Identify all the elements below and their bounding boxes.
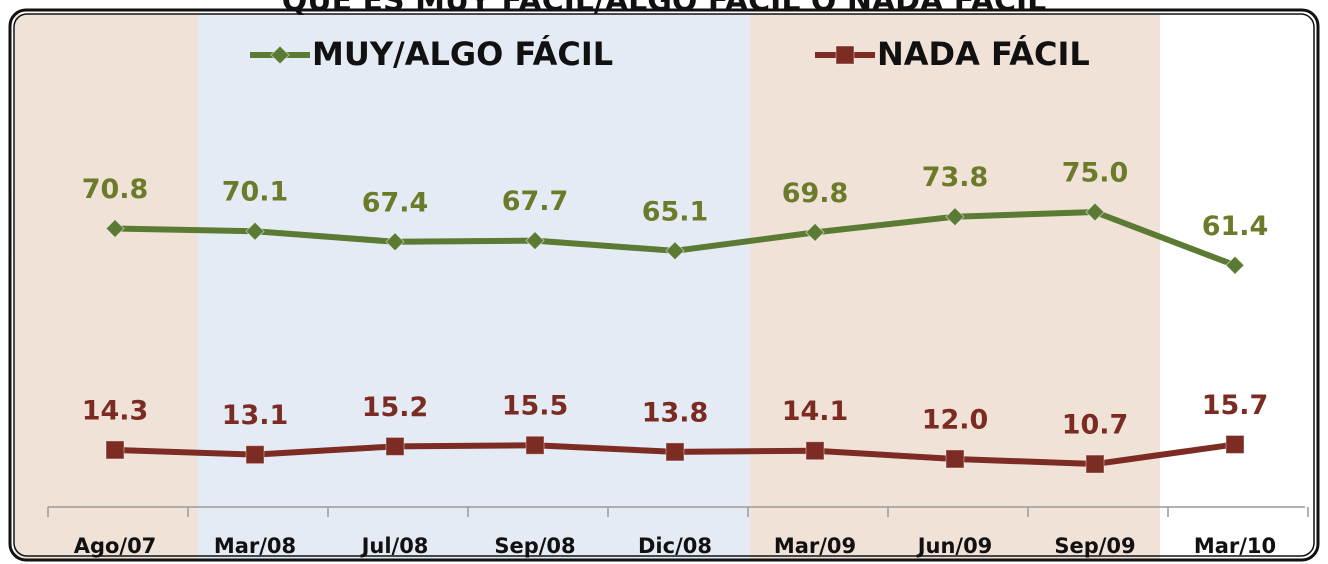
band bbox=[15, 14, 198, 559]
x-tick-label: Sep/09 bbox=[1054, 534, 1135, 558]
x-tick-label: Mar/10 bbox=[1194, 534, 1276, 558]
band bbox=[750, 14, 1160, 559]
marker bbox=[245, 221, 265, 241]
marker bbox=[525, 435, 545, 455]
marker bbox=[105, 218, 125, 239]
data-label: 67.7 bbox=[502, 186, 569, 217]
data-label: 70.1 bbox=[222, 177, 289, 208]
marker bbox=[245, 445, 265, 465]
data-label: 12.0 bbox=[922, 404, 989, 435]
marker bbox=[270, 45, 290, 65]
x-tick-label: Jun/09 bbox=[916, 534, 993, 558]
marker bbox=[665, 241, 685, 261]
data-label: 69.8 bbox=[782, 178, 849, 209]
data-label: 15.5 bbox=[502, 391, 569, 422]
x-tick-label: Jul/08 bbox=[360, 534, 429, 558]
marker bbox=[805, 441, 825, 461]
data-label: 15.2 bbox=[362, 392, 429, 423]
marker bbox=[1085, 202, 1105, 222]
data-label: 75.0 bbox=[1062, 158, 1129, 189]
marker bbox=[1085, 454, 1105, 474]
marker bbox=[1225, 255, 1245, 276]
marker bbox=[835, 45, 855, 65]
marker bbox=[945, 449, 965, 469]
data-label: 67.4 bbox=[362, 187, 429, 218]
marker bbox=[805, 222, 825, 243]
marker bbox=[945, 206, 965, 227]
data-label: 13.1 bbox=[222, 400, 289, 431]
frame bbox=[13, 13, 1315, 557]
x-tick-label: Mar/09 bbox=[774, 534, 856, 558]
x-tick-label: Dic/08 bbox=[638, 534, 712, 558]
chart-title: QUÉ ES MUY FÁCIL/ALGO FÁCIL O NADA FÁCIL bbox=[282, 0, 1047, 19]
legend-label: MUY/ALGO FÁCIL bbox=[312, 35, 613, 73]
marker bbox=[105, 440, 125, 460]
data-label: 14.1 bbox=[782, 396, 849, 427]
data-label: 14.3 bbox=[82, 395, 149, 426]
marker bbox=[525, 230, 545, 251]
band bbox=[198, 14, 750, 559]
marker bbox=[1225, 434, 1245, 454]
marker bbox=[665, 442, 685, 462]
data-label: 73.8 bbox=[922, 162, 989, 193]
marker bbox=[385, 232, 405, 252]
frame bbox=[8, 8, 1320, 562]
x-tick-label: Ago/07 bbox=[74, 534, 157, 558]
data-label: 10.7 bbox=[1062, 410, 1129, 441]
x-tick-label: Sep/08 bbox=[494, 534, 575, 558]
marker bbox=[385, 436, 405, 456]
data-label: 70.8 bbox=[82, 174, 149, 205]
data-label: 13.8 bbox=[642, 397, 709, 428]
x-tick-label: Mar/08 bbox=[214, 534, 296, 558]
data-label: 15.7 bbox=[1202, 390, 1269, 421]
data-label: 61.4 bbox=[1202, 211, 1269, 242]
legend-label: NADA FÁCIL bbox=[877, 35, 1090, 73]
data-label: 65.1 bbox=[642, 196, 709, 227]
